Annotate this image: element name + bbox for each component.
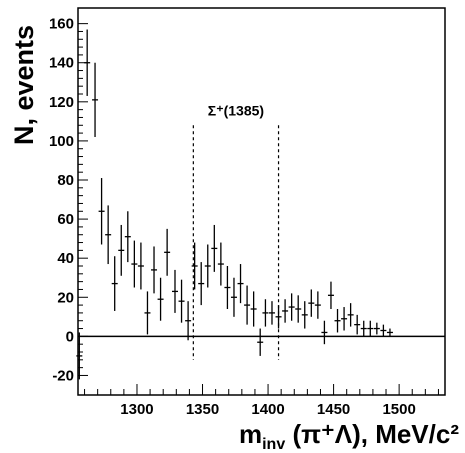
y-tick-label: -20 — [52, 367, 74, 384]
data-point — [191, 242, 198, 290]
data-point — [137, 242, 144, 290]
data-point — [111, 256, 118, 311]
x-tick-label: 1350 — [186, 401, 219, 418]
data-point — [334, 309, 341, 333]
data-point — [367, 320, 374, 337]
data-point — [327, 281, 334, 309]
y-axis-title: N, events — [9, 25, 39, 145]
y-tick-label: 0 — [66, 328, 74, 345]
data-point — [157, 277, 164, 321]
sigma-1385-label: Σ⁺(1385) — [208, 103, 264, 119]
x-tick-label: 1300 — [120, 401, 153, 418]
y-tick-label: 140 — [49, 55, 74, 72]
x-tick-label: 1400 — [251, 401, 284, 418]
data-point — [250, 291, 257, 327]
x-axis-title-sub: inv — [262, 436, 285, 453]
data-point — [144, 291, 151, 335]
y-tick-label: 40 — [57, 250, 74, 267]
data-point — [211, 224, 218, 272]
data-point — [257, 328, 264, 356]
plot-frame — [77, 7, 446, 396]
data-point — [380, 324, 387, 337]
data-point — [76, 332, 83, 380]
reference-lines — [78, 125, 445, 360]
data-point — [124, 211, 131, 263]
data-point — [347, 303, 354, 327]
x-tick-label: 1500 — [382, 401, 415, 418]
y-tick-label: 20 — [57, 289, 74, 306]
axis-ticks: -20 0 20 40 60 80 100 120 140 160 1300 1350 1400 1450… — [49, 16, 439, 418]
data-point — [244, 285, 251, 325]
data-point — [341, 307, 348, 331]
data-point — [171, 269, 178, 313]
y-tick-label: 120 — [49, 94, 74, 111]
y-tick-label: 60 — [57, 211, 74, 228]
y-tick-label: 100 — [49, 133, 74, 150]
data-point — [301, 301, 308, 329]
y-tick-label: 160 — [49, 16, 74, 33]
data-point — [314, 291, 321, 319]
data-point — [354, 314, 361, 335]
data-point — [230, 277, 237, 317]
data-point — [151, 246, 158, 294]
data-point — [282, 299, 289, 323]
data-point — [198, 262, 205, 306]
data-point — [98, 178, 105, 245]
x-axis-title-tail: (π⁺Λ), MeV/c² — [285, 419, 459, 449]
data-point — [262, 299, 269, 327]
data-point — [105, 205, 112, 265]
data-point — [224, 266, 231, 309]
data-point — [268, 301, 275, 325]
data-point — [118, 224, 125, 276]
data-point — [178, 279, 185, 323]
data-point — [275, 305, 282, 329]
data-point — [131, 240, 138, 288]
data-point — [360, 320, 367, 337]
data-point — [386, 328, 393, 337]
data-point — [217, 242, 224, 286]
data-point — [204, 244, 211, 288]
y-tick-label: 80 — [57, 172, 74, 189]
x-axis-title: minv (π⁺Λ), MeV/c² — [239, 419, 459, 453]
data-point — [164, 228, 171, 276]
x-tick-label: 1450 — [317, 401, 350, 418]
data-point — [288, 293, 295, 321]
x-axis-title-main: m — [239, 419, 262, 449]
data-point — [237, 264, 244, 304]
data-point — [321, 320, 328, 345]
data-point — [295, 295, 302, 323]
data-point — [308, 289, 315, 317]
data-points — [76, 29, 393, 380]
data-point — [373, 322, 380, 335]
data-point — [185, 301, 192, 341]
data-point — [92, 62, 99, 137]
